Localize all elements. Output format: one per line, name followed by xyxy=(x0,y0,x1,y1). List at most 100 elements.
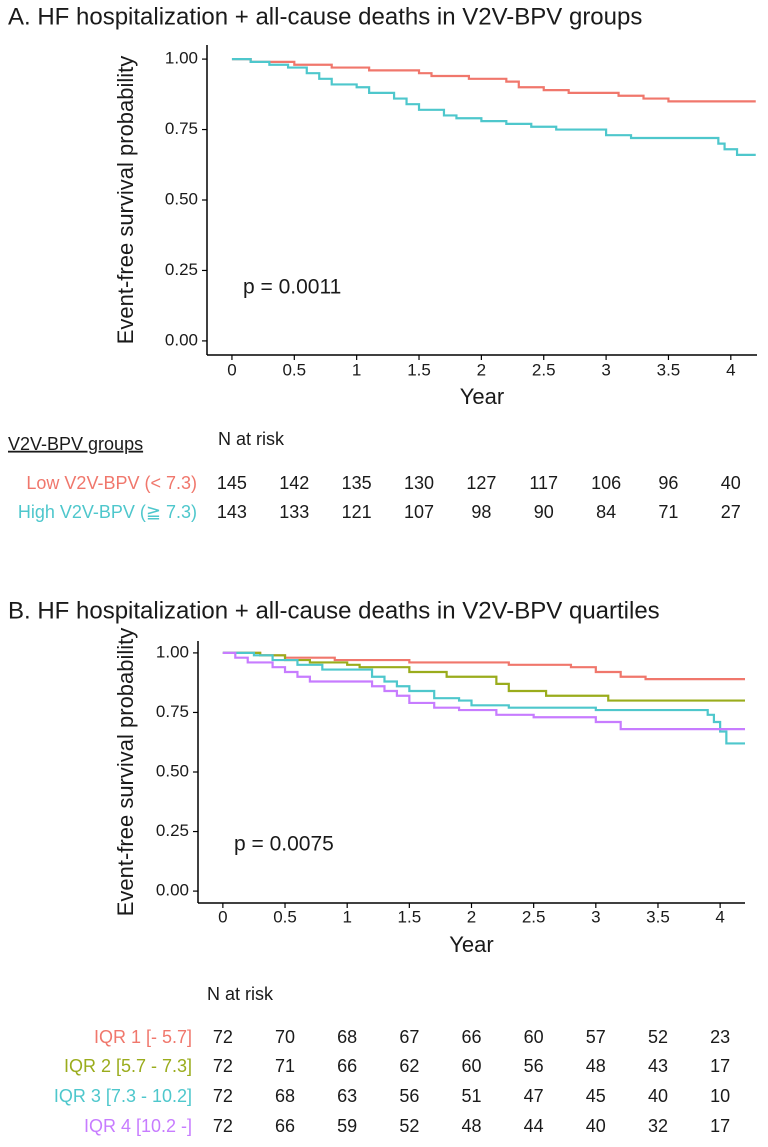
x-tick-label: 3 xyxy=(601,360,610,379)
y-tick-label: 0.75 xyxy=(156,702,189,721)
risk-count: 84 xyxy=(596,502,616,522)
risk-count: 60 xyxy=(524,1027,544,1047)
risk-count: 135 xyxy=(342,473,372,493)
risk-count: 59 xyxy=(337,1116,357,1136)
x-tick-label: 0 xyxy=(227,360,236,379)
survival-curve xyxy=(222,651,745,731)
risk-count: 127 xyxy=(466,473,496,493)
y-tick-label: 0.75 xyxy=(165,119,198,138)
risk-count: 72 xyxy=(213,1086,233,1106)
x-tick-label: 0.5 xyxy=(282,360,306,379)
risk-count: 17 xyxy=(710,1056,730,1076)
risk-count: 51 xyxy=(461,1086,481,1106)
risk-count: 48 xyxy=(586,1056,606,1076)
risk-table-title: N at risk xyxy=(207,984,274,1004)
y-tick-label: 0.50 xyxy=(156,761,189,780)
risk-count: 72 xyxy=(213,1056,233,1076)
risk-count: 106 xyxy=(591,473,621,493)
risk-count: 47 xyxy=(524,1086,544,1106)
risk-count: 96 xyxy=(658,473,678,493)
risk-count: 72 xyxy=(213,1027,233,1047)
x-tick-label: 1.5 xyxy=(398,907,422,926)
x-axis-label: Year xyxy=(449,932,493,957)
x-tick-label: 1 xyxy=(342,907,351,926)
p-value-annotation: p = 0.0075 xyxy=(234,833,334,856)
risk-table-title: N at risk xyxy=(218,429,285,449)
risk-count: 66 xyxy=(337,1056,357,1076)
risk-count: 45 xyxy=(586,1086,606,1106)
risk-count: 40 xyxy=(648,1086,668,1106)
chart-title: B. HF hospitalization + all-cause deaths… xyxy=(8,597,660,624)
risk-count: 130 xyxy=(404,473,434,493)
risk-row-label: IQR 2 [5.7 - 7.3] xyxy=(64,1056,192,1076)
risk-count: 90 xyxy=(534,502,554,522)
x-tick-label: 0 xyxy=(218,907,227,926)
x-tick-label: 1 xyxy=(352,360,361,379)
y-tick-label: 0.25 xyxy=(156,821,189,840)
survival-curve xyxy=(222,651,745,745)
risk-count: 56 xyxy=(399,1086,419,1106)
risk-count: 23 xyxy=(710,1027,730,1047)
risk-count: 27 xyxy=(721,502,741,522)
y-tick-label: 1.00 xyxy=(156,642,189,661)
risk-count: 17 xyxy=(710,1116,730,1136)
chart-title: A. HF hospitalization + all-cause deaths… xyxy=(8,3,642,30)
risk-count: 133 xyxy=(279,502,309,522)
risk-count: 71 xyxy=(275,1056,295,1076)
risk-row-label: IQR 3 [7.3 - 10.2] xyxy=(54,1086,192,1106)
x-tick-label: 4 xyxy=(726,360,735,379)
risk-count: 62 xyxy=(399,1056,419,1076)
risk-count: 40 xyxy=(586,1116,606,1136)
risk-row-label: High V2V-BPV (≧ 7.3) xyxy=(18,502,197,522)
risk-count: 32 xyxy=(648,1116,668,1136)
risk-count: 142 xyxy=(279,473,309,493)
survival-curve xyxy=(231,57,756,103)
x-tick-label: 2 xyxy=(477,360,486,379)
risk-count: 63 xyxy=(337,1086,357,1106)
p-value-annotation: p = 0.0011 xyxy=(243,276,341,299)
risk-count: 70 xyxy=(275,1027,295,1047)
risk-count: 145 xyxy=(217,473,247,493)
risk-count: 143 xyxy=(217,502,247,522)
risk-row-label: IQR 1 [- 5.7] xyxy=(94,1027,192,1047)
risk-count: 67 xyxy=(399,1027,419,1047)
x-axis-label: Year xyxy=(460,384,504,409)
risk-count: 66 xyxy=(461,1027,481,1047)
risk-count: 40 xyxy=(721,473,741,493)
risk-count: 66 xyxy=(275,1116,295,1136)
risk-count: 60 xyxy=(461,1056,481,1076)
risk-row-label: Low V2V-BPV (< 7.3) xyxy=(26,473,197,493)
x-tick-label: 1.5 xyxy=(407,360,431,379)
risk-count: 98 xyxy=(471,502,491,522)
risk-count: 48 xyxy=(461,1116,481,1136)
risk-count: 107 xyxy=(404,502,434,522)
risk-count: 121 xyxy=(342,502,372,522)
risk-count: 52 xyxy=(399,1116,419,1136)
y-tick-label: 1.00 xyxy=(165,49,198,68)
risk-count: 72 xyxy=(213,1116,233,1136)
risk-count: 10 xyxy=(710,1086,730,1106)
x-tick-label: 3.5 xyxy=(657,360,681,379)
risk-count: 117 xyxy=(529,473,558,493)
y-axis-label: Event-free survival probability xyxy=(113,56,138,345)
risk-count: 57 xyxy=(586,1027,606,1047)
survival-curve xyxy=(231,57,756,157)
x-tick-label: 3.5 xyxy=(646,907,670,926)
survival-curve xyxy=(222,651,745,681)
x-tick-label: 2.5 xyxy=(532,360,556,379)
risk-table-group-label: V2V-BPV groups xyxy=(8,434,143,454)
x-tick-label: 0.5 xyxy=(273,907,297,926)
x-tick-label: 4 xyxy=(715,907,724,926)
risk-row-label: IQR 4 [10.2 -] xyxy=(84,1116,192,1136)
risk-count: 52 xyxy=(648,1027,668,1047)
y-tick-label: 0.00 xyxy=(165,330,198,349)
risk-count: 68 xyxy=(337,1027,357,1047)
x-tick-label: 3 xyxy=(591,907,600,926)
y-tick-label: 0.50 xyxy=(165,189,198,208)
x-tick-label: 2.5 xyxy=(522,907,546,926)
risk-count: 44 xyxy=(524,1116,544,1136)
y-axis-label: Event-free survival probability xyxy=(113,628,138,917)
y-tick-label: 0.25 xyxy=(165,260,198,279)
risk-count: 56 xyxy=(524,1056,544,1076)
